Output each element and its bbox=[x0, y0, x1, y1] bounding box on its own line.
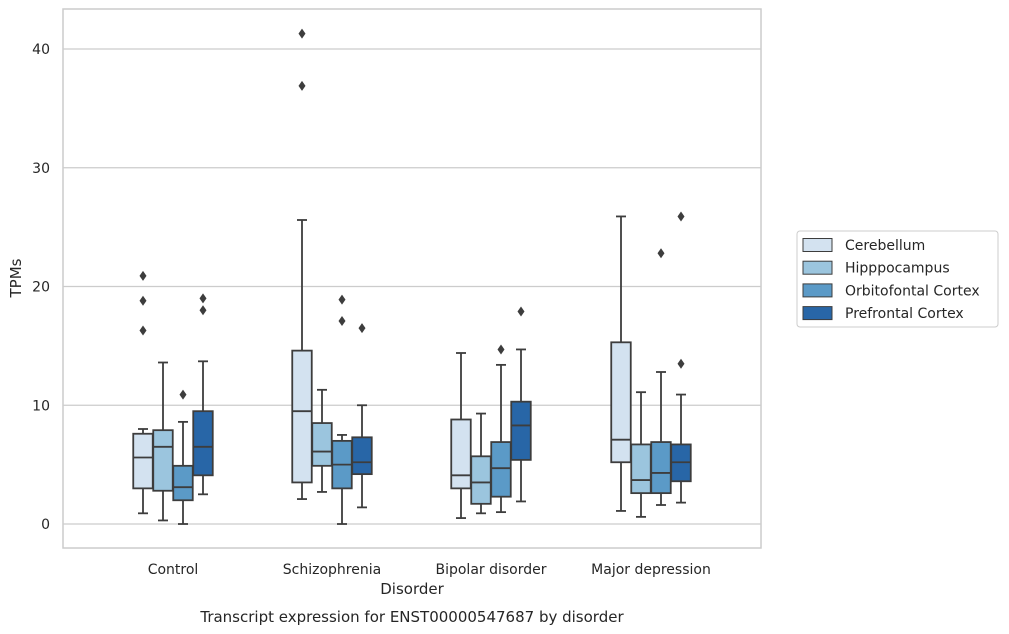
box-plot bbox=[650, 248, 672, 506]
box-plot bbox=[152, 361, 174, 522]
outlier-point bbox=[677, 211, 685, 222]
iqr-box bbox=[630, 443, 652, 495]
iqr-box bbox=[311, 422, 333, 467]
outlier-point bbox=[298, 28, 306, 39]
x-tick-label: Schizophrenia bbox=[283, 562, 381, 578]
iqr-box bbox=[152, 429, 174, 492]
box-plot bbox=[172, 389, 194, 525]
box-plot bbox=[311, 388, 333, 493]
y-tick-label: 0 bbox=[41, 517, 50, 533]
box-plot bbox=[351, 323, 373, 509]
iqr-box bbox=[192, 410, 214, 477]
iqr-box bbox=[610, 341, 632, 464]
outlier-point bbox=[657, 248, 665, 259]
outlier-point bbox=[199, 293, 207, 304]
x-axis-title: Disorder bbox=[380, 580, 444, 598]
y-tick-label: 30 bbox=[32, 161, 50, 177]
box-plot bbox=[331, 294, 353, 525]
y-tick-label: 40 bbox=[32, 42, 50, 58]
box-plot bbox=[490, 344, 512, 514]
iqr-box bbox=[132, 432, 154, 490]
iqr-box bbox=[490, 441, 512, 498]
outlier-point bbox=[338, 294, 346, 305]
box-plot bbox=[510, 306, 532, 503]
legend-label: Cerebellum bbox=[845, 238, 925, 254]
x-tick-label: Bipolar disorder bbox=[435, 562, 546, 578]
x-tick-label: Major depression bbox=[591, 562, 711, 578]
outlier-point bbox=[677, 358, 685, 369]
box-plot bbox=[670, 211, 692, 504]
box-series-layer bbox=[132, 28, 692, 525]
y-tick-labels: 0 10 20 30 40 bbox=[32, 42, 50, 533]
outlier-point bbox=[179, 389, 187, 400]
outlier-point bbox=[199, 305, 207, 316]
iqr-box bbox=[351, 436, 373, 476]
figure-caption: Transcript expression for ENST0000054768… bbox=[199, 608, 624, 626]
x-tick-labels: Control Schizophrenia Bipolar disorder Majo… bbox=[148, 562, 711, 578]
iqr-box bbox=[650, 441, 672, 495]
box-plot bbox=[610, 215, 632, 512]
outlier-point bbox=[139, 325, 147, 336]
outlier-point bbox=[517, 306, 525, 317]
series-1 bbox=[152, 361, 652, 522]
outlier-point bbox=[298, 80, 306, 91]
plot-area-frame bbox=[62, 8, 762, 549]
legend-swatch bbox=[802, 283, 833, 298]
iqr-box bbox=[510, 400, 532, 461]
series-3 bbox=[192, 211, 692, 509]
legend-swatch bbox=[802, 260, 833, 275]
box-plot bbox=[470, 412, 492, 515]
iqr-box bbox=[450, 418, 472, 490]
y-tick-label: 20 bbox=[32, 280, 50, 296]
legend-label: Prefrontal Cortex bbox=[845, 306, 964, 322]
y-axis-title: TPMs bbox=[7, 258, 25, 298]
outlier-point bbox=[139, 295, 147, 306]
box-plot bbox=[450, 352, 472, 519]
box-plot bbox=[132, 270, 154, 515]
box-plot bbox=[291, 28, 313, 500]
box-plot bbox=[192, 293, 214, 496]
outlier-point bbox=[139, 270, 147, 281]
x-tick-label: Control bbox=[148, 562, 199, 578]
iqr-box bbox=[291, 349, 313, 484]
box-plot bbox=[630, 391, 652, 518]
iqr-box bbox=[470, 455, 492, 505]
legend-swatch bbox=[802, 306, 833, 321]
legend-swatch bbox=[802, 238, 833, 252]
outlier-point bbox=[358, 323, 366, 334]
iqr-box bbox=[172, 464, 194, 502]
y-tick-label: 10 bbox=[32, 398, 50, 414]
series-2 bbox=[172, 248, 672, 525]
outlier-point bbox=[497, 344, 505, 355]
legend-frame bbox=[796, 230, 999, 328]
y-gridlines bbox=[63, 48, 761, 525]
legend-label: Orbitofontal Cortex bbox=[845, 283, 980, 299]
legend-label: Hipppocampus bbox=[845, 261, 950, 277]
outlier-point bbox=[338, 315, 346, 326]
legend: Cerebellum Hipppocampus Orbitofontal Corte… bbox=[796, 230, 999, 328]
